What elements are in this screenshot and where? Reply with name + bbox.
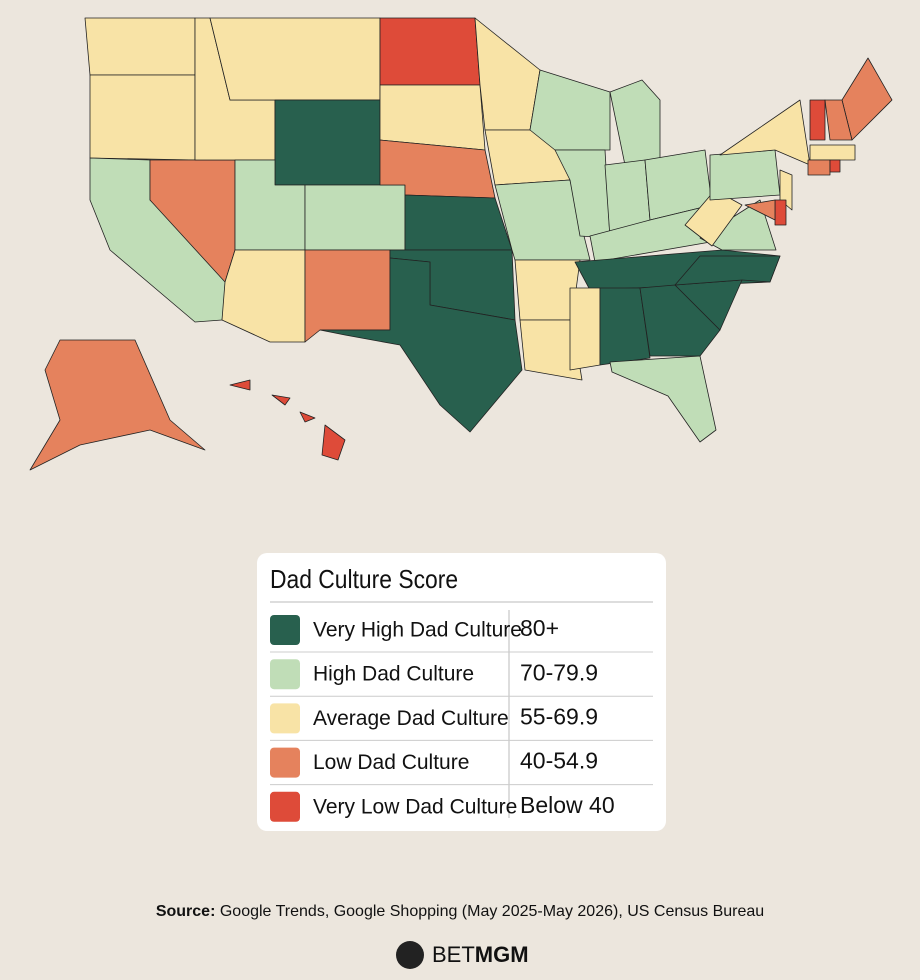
state (271, 394, 291, 406)
state (209, 17, 381, 101)
legend-label: High Dad Culture (313, 663, 474, 686)
state (709, 149, 781, 201)
source-text: Google Trends, Google Shopping (May 2025… (220, 903, 764, 920)
state (29, 339, 206, 471)
legend-swatch (270, 747, 300, 778)
logo-prefix: BET (432, 942, 475, 967)
legend-swatch (270, 703, 300, 734)
state (299, 411, 316, 423)
state (89, 74, 196, 161)
legend-box (257, 553, 666, 831)
state (229, 379, 251, 391)
state (609, 79, 661, 166)
state (569, 287, 601, 371)
state (379, 17, 481, 86)
state (809, 99, 826, 141)
state (674, 255, 781, 286)
legend-label: Average Dad Culture (313, 707, 509, 730)
state (807, 159, 831, 176)
state (519, 319, 583, 381)
logo-suffix: MGM (475, 942, 529, 967)
state (639, 284, 721, 357)
legend-swatch (270, 791, 300, 822)
logo: BETMGM (432, 942, 529, 967)
state (319, 257, 523, 433)
state (274, 99, 381, 186)
state (774, 199, 787, 226)
source: Source: Google Trends, Google Shopping (… (156, 903, 764, 920)
state (404, 194, 513, 251)
state (84, 17, 196, 76)
state (321, 424, 346, 461)
legend-range: 55-69.9 (520, 703, 598, 729)
legend-swatch (270, 615, 300, 645)
legend-range: Below 40 (520, 792, 615, 818)
state (824, 99, 853, 141)
state (699, 199, 777, 251)
state (684, 189, 743, 247)
legend-range: 70-79.9 (520, 659, 598, 685)
legend-label: Low Dad Culture (313, 751, 469, 774)
legend-range: 80+ (520, 615, 559, 641)
state (744, 199, 776, 221)
state (304, 184, 406, 251)
logo-icon (396, 941, 424, 969)
state (379, 84, 486, 151)
state (609, 355, 717, 443)
legend-title: Dad Culture Score (270, 566, 458, 595)
legend-label: Very High Dad Culture (313, 619, 522, 642)
state (829, 159, 841, 173)
state (599, 287, 651, 366)
state (809, 144, 856, 161)
us-map (29, 17, 893, 471)
legend-label: Very Low Dad Culture (313, 795, 517, 818)
source-label: Source: (156, 903, 216, 920)
state (304, 249, 391, 343)
legend-swatch (270, 659, 300, 690)
legend-range: 40-54.9 (520, 748, 598, 774)
